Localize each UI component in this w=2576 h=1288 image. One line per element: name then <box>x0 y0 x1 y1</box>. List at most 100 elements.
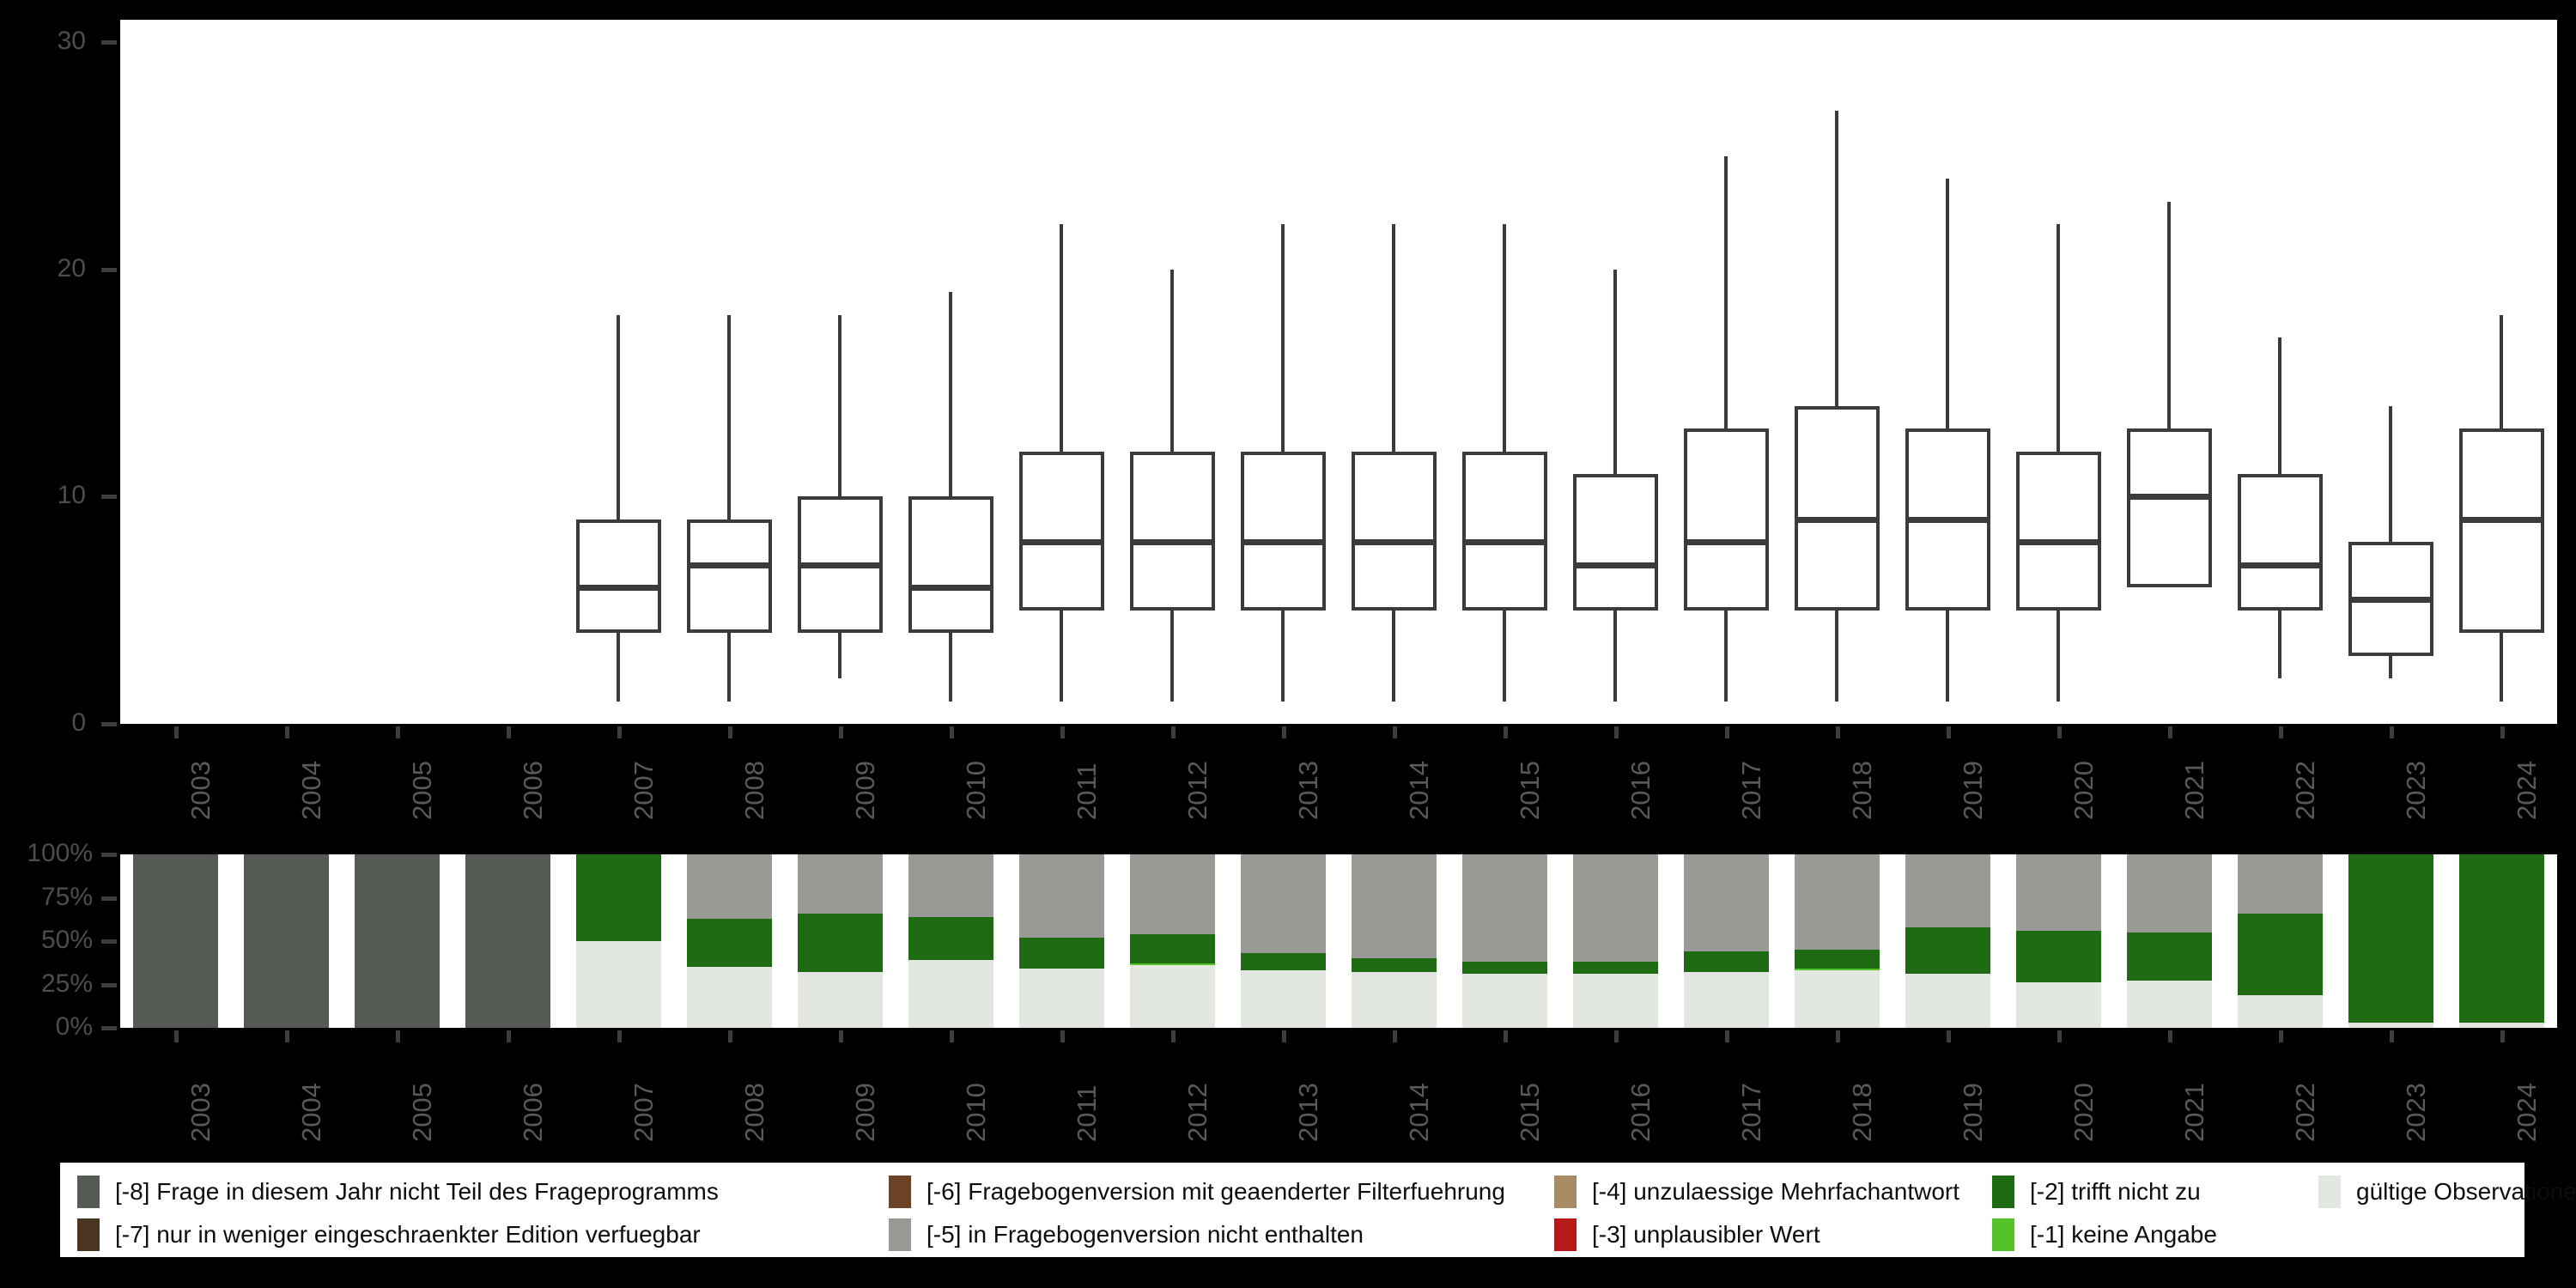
boxplot-upper-whisker <box>2278 337 2282 475</box>
legend-label: gültige Observationen <box>2356 1178 2576 1205</box>
stacked-bar-segment <box>2348 1022 2434 1028</box>
legend-swatch-icon <box>1992 1176 2014 1208</box>
boxplot-x-tick-mark <box>2278 726 2283 738</box>
barchart-x-tick-label: 2024 <box>2511 1083 2542 1142</box>
stacked-bar <box>1794 854 1880 1028</box>
boxplot-y-tick-mark <box>101 495 117 500</box>
legend-item[interactable]: [-8] Frage in diesem Jahr nicht Teil des… <box>77 1173 719 1211</box>
legend-item[interactable]: [-6] Fragebogenversion mit geaenderter F… <box>889 1173 1505 1211</box>
boxplot-group <box>1794 20 1880 724</box>
legend-item[interactable]: [-3] unplausibler Wert <box>1554 1216 1820 1254</box>
stacked-bar <box>1683 854 1770 1028</box>
boxplot-y-tick-label: 30 <box>57 27 86 56</box>
barchart-x-tick-mark <box>727 1030 732 1042</box>
stacked-bar-segment <box>2126 932 2213 981</box>
boxplot-box <box>1683 428 1770 611</box>
boxplot-upper-whisker <box>1281 224 1285 452</box>
boxplot-box <box>2126 428 2213 588</box>
legend-swatch-icon <box>1992 1218 2014 1251</box>
barchart-y-tick-mark <box>101 896 117 901</box>
stacked-bar-segment <box>1461 854 1548 963</box>
boxplot-x-tick-mark <box>1503 726 1508 738</box>
barchart-x-tick-mark <box>1281 1030 1286 1042</box>
stacked-bar <box>1351 854 1437 1028</box>
boxplot-lower-whisker <box>2389 655 2393 679</box>
barchart-x-tick-label: 2016 <box>1625 1083 1656 1142</box>
legend-label: [-7] nur in weniger eingeschraenkter Edi… <box>115 1221 701 1248</box>
boxplot-lower-whisker <box>949 633 953 702</box>
stacked-bar-segment <box>132 854 219 1028</box>
stacked-bar-segment <box>575 854 662 941</box>
stacked-bar-segment <box>1905 854 1991 927</box>
barchart-x-tick-mark <box>2500 1030 2505 1042</box>
stacked-bar-segment <box>2348 854 2434 1023</box>
boxplot-median-line <box>1683 539 1770 546</box>
stacked-bar <box>1461 854 1548 1028</box>
stacked-bar <box>2348 854 2434 1028</box>
stacked-bar-segment <box>2015 982 2102 1028</box>
barchart-x-tick-mark <box>1392 1030 1397 1042</box>
boxplot-x-tick-mark <box>1392 726 1397 738</box>
barchart-x-tick-mark <box>617 1030 622 1042</box>
boxplot-x-tick-label: 2006 <box>517 761 548 820</box>
barchart-x-tick-label: 2017 <box>1735 1083 1766 1142</box>
legend-swatch-icon <box>1554 1176 1577 1208</box>
boxplot-x-tick-mark <box>2167 726 2172 738</box>
barchart-x-tick-label: 2012 <box>1182 1083 1212 1142</box>
barchart-x-tick-mark <box>1060 1030 1065 1042</box>
legend-item[interactable]: [-2] trifft nicht zu <box>1992 1173 2201 1211</box>
legend-item[interactable]: [-7] nur in weniger eingeschraenkter Edi… <box>77 1216 701 1254</box>
barchart-x-tick-mark <box>173 1030 179 1042</box>
boxplot-x-tick-mark <box>173 726 179 738</box>
boxplot-x-tick-mark <box>2500 726 2505 738</box>
stacked-bar-segment <box>1572 974 1659 1028</box>
stacked-bar-segment <box>1240 953 1327 971</box>
legend-item[interactable]: [-5] in Fragebogenversion nicht enthalte… <box>889 1216 1364 1254</box>
stacked-bar-segment <box>1129 963 1216 966</box>
stacked-bar-segment <box>1572 854 1659 963</box>
legend-swatch-icon <box>1554 1218 1577 1251</box>
boxplot-x-tick-label: 2012 <box>1182 761 1212 820</box>
boxplot-group <box>2458 20 2545 724</box>
boxplot-lower-whisker <box>1170 610 1175 702</box>
boxplot-group <box>2237 20 2324 724</box>
boxplot-upper-whisker <box>2389 405 2393 543</box>
boxplot-group <box>465 20 550 724</box>
barchart-x-tick-mark <box>2057 1030 2062 1042</box>
stacked-bar-segment <box>1240 970 1327 1028</box>
boxplot-box <box>908 496 994 634</box>
barchart-x-tick-label: 2009 <box>849 1083 880 1142</box>
boxplot-lower-whisker <box>2057 610 2061 702</box>
barchart-x-tick-label: 2005 <box>406 1083 437 1142</box>
stacked-bar <box>243 854 330 1028</box>
boxplot-x-tick-label: 2018 <box>1846 761 1877 820</box>
stacked-bar-segment <box>2126 981 2213 1028</box>
stacked-bar-segment <box>797 972 884 1028</box>
boxplot-x-tick-label: 2015 <box>1514 761 1545 820</box>
boxplot-lower-whisker <box>2500 633 2504 702</box>
boxplot-box <box>1240 451 1327 611</box>
boxplot-x-tick-label: 2024 <box>2511 761 2542 820</box>
boxplot-upper-whisker <box>1946 179 1950 429</box>
legend-item[interactable]: gültige Observationen <box>2318 1173 2576 1211</box>
barchart-x-tick-label: 2010 <box>960 1083 991 1142</box>
stacked-bar-segment <box>1794 969 1880 971</box>
barchart-x-tick-label: 2014 <box>1403 1083 1434 1142</box>
legend-item[interactable]: [-4] unzulaessige Mehrfachantwort <box>1554 1173 1959 1211</box>
legend-item[interactable]: [-1] keine Angabe <box>1992 1216 2217 1254</box>
stacked-bar-segment <box>908 854 994 917</box>
boxplot-lower-whisker <box>1503 610 1507 702</box>
boxplot-upper-whisker <box>1060 224 1064 452</box>
boxplot-upper-whisker <box>2167 201 2172 429</box>
stacked-bar-segment <box>797 913 884 973</box>
legend-swatch-icon <box>77 1176 100 1208</box>
barchart-y-tick-label: 75% <box>40 882 93 911</box>
stacked-bar-segment <box>2458 854 2545 1023</box>
barchart-y-tick-label: 0% <box>55 1012 93 1041</box>
boxplot-group <box>575 20 662 724</box>
boxplot-group <box>1905 20 1991 724</box>
stacked-bar-segment <box>1129 933 1216 964</box>
barchart-x-tick-mark <box>2167 1030 2172 1042</box>
boxplot-upper-whisker <box>617 314 621 519</box>
boxplot-x-tick-label: 2023 <box>2400 761 2431 820</box>
